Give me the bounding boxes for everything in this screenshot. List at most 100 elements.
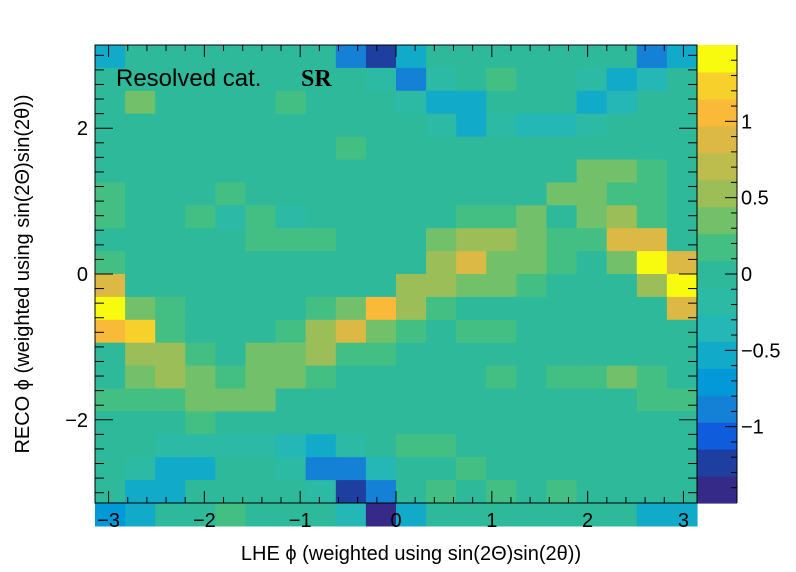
heatmap-cell (516, 411, 548, 435)
heatmap-cell (365, 480, 397, 504)
heatmap-cell (95, 205, 126, 229)
heatmap-cell (546, 159, 578, 183)
heatmap-cell (396, 342, 427, 367)
heatmap-cell (125, 388, 156, 412)
heatmap-cell (335, 480, 367, 504)
heatmap-cell (365, 296, 397, 321)
heatmap-cell (215, 388, 247, 412)
heatmap-cell (185, 90, 216, 115)
heatmap-cell (666, 67, 698, 92)
heatmap-cell (95, 113, 126, 138)
heatmap-cell (606, 45, 638, 69)
heatmap-cell (456, 480, 487, 504)
heatmap-cell (365, 251, 397, 275)
heatmap-cell (636, 182, 668, 206)
palette-swatch (697, 449, 737, 477)
heatmap-cell (606, 319, 638, 344)
heatmap-cell (456, 228, 487, 252)
color-palette-bar (697, 45, 737, 504)
heatmap-cell (95, 457, 126, 481)
heatmap-cell (365, 136, 397, 161)
z-axis-ticks: −1 −0.5 0 0.5 1 (725, 45, 780, 503)
heatmap-cell (396, 90, 427, 115)
heatmap-cell (365, 434, 397, 458)
heatmap-cell (365, 45, 397, 69)
heatmap-cell (365, 319, 397, 344)
heatmap-cell (666, 136, 698, 161)
heatmap-cell (95, 228, 126, 252)
heatmap-cell (606, 365, 638, 390)
heatmap-cell (155, 45, 186, 69)
heatmap-cell (396, 319, 427, 344)
heatmap-cell (155, 90, 186, 115)
heatmap-cell (155, 228, 186, 252)
heatmap-cell (245, 136, 277, 161)
heatmap-cell (155, 457, 186, 481)
heatmap-cell (546, 205, 578, 229)
heatmap-cell (456, 388, 487, 412)
palette-swatch (697, 152, 737, 181)
heatmap-cell (245, 457, 277, 481)
heatmap-cell (666, 205, 698, 229)
heatmap-cell (185, 342, 216, 367)
heatmap-cell (666, 342, 698, 367)
heatmap-cell (636, 342, 668, 367)
palette-swatch (697, 179, 737, 208)
heatmap-cell (185, 296, 216, 321)
heatmap-cell (636, 365, 668, 390)
heatmap-cell (335, 205, 367, 229)
heatmap-cell (606, 342, 638, 367)
heatmap-cell (95, 342, 126, 367)
heatmap-cell (95, 503, 126, 527)
heatmap-cell (456, 457, 487, 481)
heatmap-cell (275, 136, 307, 161)
heatmap-cell (215, 319, 247, 344)
heatmap-cell (486, 411, 517, 435)
y-axis-title: RECO ϕ (weighted using sin(2Θ)sin(2θ)) (12, 94, 34, 453)
heatmap-cell (335, 90, 367, 115)
heatmap-cell (335, 388, 367, 412)
heatmap-cell (125, 205, 156, 229)
heatmap-cell (245, 388, 277, 412)
heatmap-cell (426, 388, 457, 412)
heatmap-cell (365, 90, 397, 115)
heatmap-cell (516, 342, 548, 367)
x-axis-ticks: −3 −2 −1 0 1 2 3 (97, 45, 689, 532)
heatmap-cell (95, 434, 126, 458)
palette-swatch (697, 206, 737, 235)
palette-swatch (697, 71, 737, 100)
heatmap-cell (666, 480, 698, 504)
heatmap-cell (396, 182, 427, 206)
heatmap-cell (155, 205, 186, 229)
heatmap-cell (125, 319, 156, 344)
heatmap-cell (516, 113, 548, 138)
heatmap-cell (305, 182, 337, 206)
heatmap-cell (666, 45, 698, 69)
heatmap-cell (546, 388, 578, 412)
heatmap-cell (666, 319, 698, 344)
heatmap-cell (426, 90, 457, 115)
heatmap-cell (305, 480, 337, 504)
heatmap-cell (275, 182, 307, 206)
heatmap-cell (636, 480, 668, 504)
heatmap-cell (546, 457, 578, 481)
heatmap-cell (456, 365, 487, 390)
heatmap-cell (215, 136, 247, 161)
heatmap-cell (305, 159, 337, 183)
heatmap-cell (245, 274, 277, 298)
heatmap-cell (95, 45, 126, 69)
heatmap-cell (185, 457, 216, 481)
heatmap-cell (275, 67, 307, 92)
heatmap-cell (125, 296, 156, 321)
heatmap-cell (636, 67, 668, 92)
heatmap-cell (486, 251, 517, 275)
heatmap-cell (275, 457, 307, 481)
heatmap-cell (155, 251, 186, 275)
heatmap-cell (155, 319, 186, 344)
heatmap-cell (486, 342, 517, 367)
heatmap-cell (666, 388, 698, 412)
heatmap-cell (335, 503, 367, 527)
heatmap-cell (576, 342, 608, 367)
palette-swatch (697, 45, 737, 73)
heatmap-cell (95, 274, 126, 298)
